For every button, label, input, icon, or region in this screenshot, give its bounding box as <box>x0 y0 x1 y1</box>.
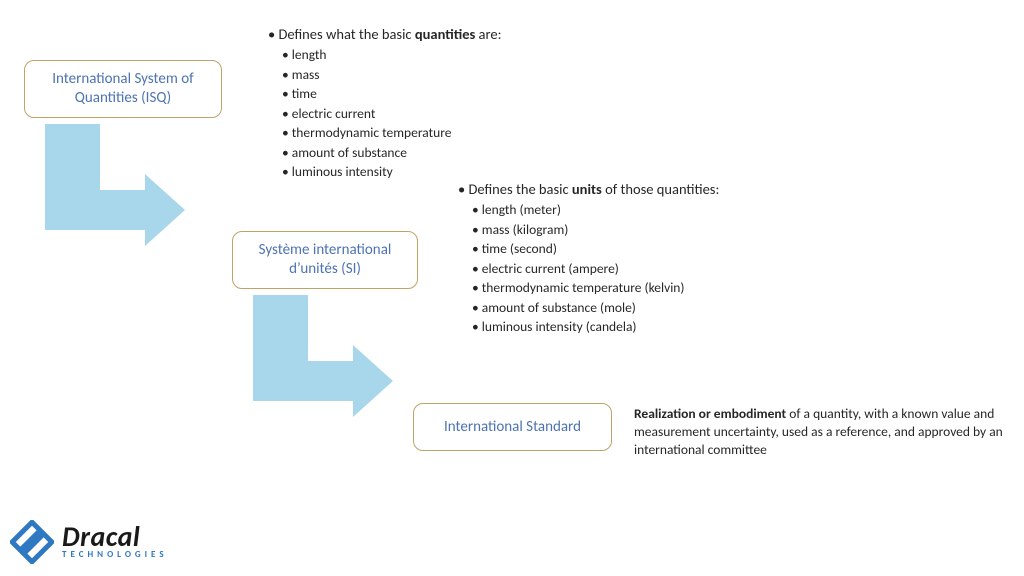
list-item: amount of substance <box>282 143 628 163</box>
list-item: length (meter) <box>472 200 858 220</box>
list-item: time (second) <box>472 239 858 259</box>
logo-text: Dracal TECHNOLOGIES <box>62 524 168 559</box>
list-item: thermodynamic temperature (kelvin) <box>472 278 858 298</box>
node-isq: International System of Quantities (ISQ) <box>24 60 222 118</box>
list-item: electric current <box>282 104 628 124</box>
isq-lead: Defines what the basic quantities are: <box>268 24 628 45</box>
node-si: Système international d’unités (SI) <box>232 231 418 289</box>
node-std-line1: International Standard <box>444 418 581 437</box>
si-bullets: Defines the basic units of those quantit… <box>458 179 858 337</box>
si-lead: Defines the basic units of those quantit… <box>458 179 858 200</box>
node-isq-line1: International System of <box>52 70 193 88</box>
list-item: thermodynamic temperature <box>282 123 628 143</box>
node-si-line1: Système international <box>259 241 392 259</box>
arrow-si-to-std <box>253 295 393 425</box>
list-item: luminous intensity (candela) <box>472 317 858 337</box>
logo-icon <box>10 520 54 564</box>
list-item: time <box>282 84 628 104</box>
list-item: mass (kilogram) <box>472 220 858 240</box>
list-item: electric current (ampere) <box>472 259 858 279</box>
logo: Dracal TECHNOLOGIES <box>10 520 168 564</box>
isq-bullets: Defines what the basic quantities are: l… <box>268 24 628 182</box>
list-item: amount of substance (mole) <box>472 298 858 318</box>
node-isq-line2: Quantities (ISQ) <box>75 89 171 107</box>
arrow-isq-to-si <box>45 124 185 254</box>
std-description: Realization or embodiment of a quantity,… <box>634 405 1004 460</box>
logo-sub: TECHNOLOGIES <box>62 551 168 560</box>
logo-main: Dracal <box>62 524 168 551</box>
isq-items: length mass time electric current thermo… <box>268 45 628 182</box>
node-std: International Standard <box>413 403 612 451</box>
list-item: mass <box>282 65 628 85</box>
node-si-line2: d’unités (SI) <box>289 260 361 278</box>
si-items: length (meter) mass (kilogram) time (sec… <box>458 200 858 337</box>
list-item: length <box>282 45 628 65</box>
